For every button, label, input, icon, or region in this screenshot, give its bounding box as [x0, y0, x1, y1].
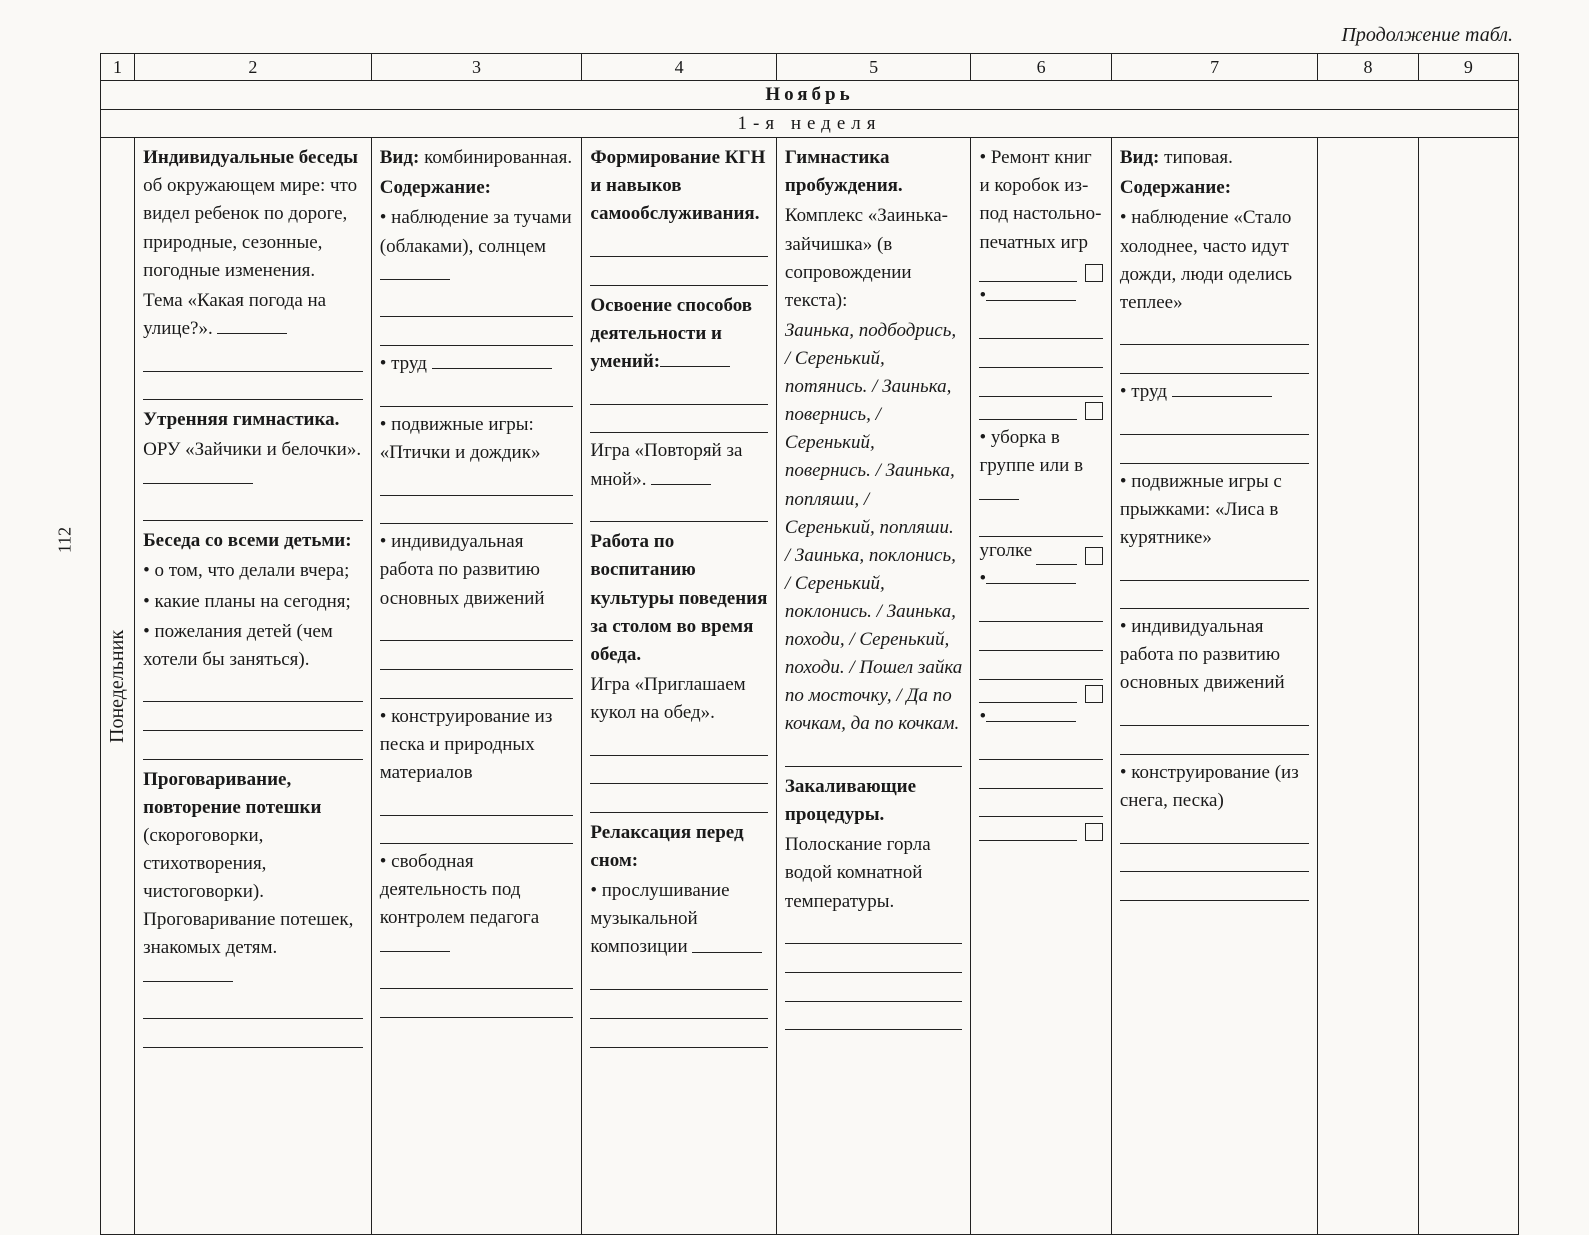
week-row: 1-я неделя — [101, 109, 1519, 138]
col7-b1: • наблюдение «Стало холоднее, часто идут… — [1120, 204, 1310, 316]
col2-p1-bold: Индивидуальные беседы — [143, 147, 358, 168]
checkbox-icon — [1085, 402, 1103, 420]
col6-b3: уголке — [979, 537, 1032, 565]
col5-h1: Гимнастика пробуждения. — [785, 147, 903, 196]
col7-cell: Вид: типовая. Содержание: • наблюдение «… — [1111, 138, 1318, 1235]
col3-b1: • наблюдение за тучами (облаками), солнц… — [380, 207, 572, 256]
col7-b5: • конструирование (из снега, песка) — [1120, 759, 1310, 815]
col5-t1: Комплекс «Заинька-зайчишка» (в сопровожд… — [785, 202, 963, 314]
col3-cell: Вид: комбинированная. Содержание: • набл… — [371, 138, 582, 1235]
col-head-5: 5 — [776, 54, 971, 81]
col7-content-label: Содержание: — [1120, 177, 1231, 198]
col2-p3-b2: • какие планы на сегодня; — [143, 588, 363, 616]
col-head-8: 8 — [1318, 54, 1418, 81]
col2-p4-rest: (скороговорки, стихотворения, чистоговор… — [143, 825, 353, 958]
col6-b1: • Ремонт книг и коробок из-под настольно… — [979, 144, 1102, 256]
col5-t2: Полоскание горла водой комнатной темпера… — [785, 831, 963, 915]
col3-b6: • свободная деятельность под контролем п… — [380, 851, 539, 928]
col-head-1: 1 — [101, 54, 135, 81]
col-head-9: 9 — [1418, 54, 1518, 81]
col7-b4: • индивидуальная работа по развитию осно… — [1120, 613, 1310, 697]
col-head-3: 3 — [371, 54, 582, 81]
continuation-label: Продолжение табл. — [100, 24, 1519, 47]
col3-b5: • конструирование из песка и природных м… — [380, 703, 574, 787]
col5-h2: Закаливающие процедуры. — [785, 776, 916, 825]
day-label: Понедельник — [101, 138, 134, 1234]
col5-poem: Заинька, подбодрись, / Серенький, потяни… — [785, 320, 962, 735]
content-row: Понедельник Индивидуальные беседы об окр… — [101, 138, 1519, 1235]
col2-cell: Индивидуальные беседы об окружающем мире… — [135, 138, 372, 1235]
col4-cell: Формирование КГН и навыков самообслужива… — [582, 138, 777, 1235]
checkbox-icon — [1085, 685, 1103, 703]
col7-vid-value: типовая. — [1159, 147, 1233, 168]
schedule-table: 1 2 3 4 5 6 7 8 9 Ноябрь 1-я неделя Поне… — [100, 53, 1519, 1235]
col2-p3-b1: • о том, что делали вчера; — [143, 557, 363, 585]
month-title: Ноябрь — [101, 81, 1519, 110]
col4-h3: Работа по воспитанию культуры поведения … — [590, 531, 767, 664]
col3-content-label: Содержание: — [380, 177, 491, 198]
col5-cell: Гимнастика пробуждения. Комплекс «Заиньк… — [776, 138, 971, 1235]
header-row: 1 2 3 4 5 6 7 8 9 — [101, 54, 1519, 81]
checkbox-icon — [1085, 823, 1103, 841]
col7-vid-label: Вид: — [1120, 147, 1160, 168]
col3-b3: • подвижные игры: «Птички и дождик» — [380, 411, 574, 467]
col4-game2: Игра «Приглашаем кукол на обед». — [590, 671, 768, 727]
col6-b2: • уборка в группе или в — [979, 427, 1083, 476]
col4-h4: Релаксация перед сном: — [590, 822, 743, 871]
month-row: Ноябрь — [101, 81, 1519, 110]
col7-b3: • подвижные игры с прыжками: «Лиса в кур… — [1120, 468, 1310, 552]
col2-p4-bold: Проговаривание, повторение потешки — [143, 769, 321, 818]
week-title: 1-я неделя — [101, 109, 1519, 138]
col4-h1: Формирование КГН и навыков самообслужива… — [590, 147, 765, 224]
col3-b2: • труд — [380, 353, 427, 374]
col2-p1-rest: об окружающем мире: что видел ребенок по… — [143, 175, 357, 280]
col-head-2: 2 — [135, 54, 372, 81]
page: 112 Продолжение табл. 1 2 3 4 5 6 7 8 9 … — [0, 0, 1589, 1080]
col8-cell — [1318, 138, 1418, 1235]
col2-p3-bold: Беседа со всеми детьми: — [143, 530, 352, 551]
checkbox-icon — [1085, 547, 1103, 565]
col-head-4: 4 — [582, 54, 777, 81]
col-head-6: 6 — [971, 54, 1111, 81]
col2-p2-rest: ОРУ «Зайчики и белочки». — [143, 439, 361, 460]
col3-vid-label: Вид: — [380, 147, 420, 168]
col3-b4: • индивидуальная работа по развитию осно… — [380, 528, 574, 612]
col7-b2: • труд — [1120, 381, 1167, 402]
col2-p2-bold: Утренняя гимнастика. — [143, 409, 339, 430]
col6-cell: • Ремонт книг и коробок из-под настольно… — [971, 138, 1111, 1235]
page-number: 112 — [55, 527, 76, 553]
col-head-7: 7 — [1111, 54, 1318, 81]
checkbox-icon — [1085, 264, 1103, 282]
day-cell: Понедельник — [101, 138, 135, 1235]
col3-vid-value: комбинированная. — [419, 147, 572, 168]
col2-p3-b3: • пожелания детей (чем хотели бы занятьс… — [143, 618, 363, 674]
col9-cell — [1418, 138, 1518, 1235]
